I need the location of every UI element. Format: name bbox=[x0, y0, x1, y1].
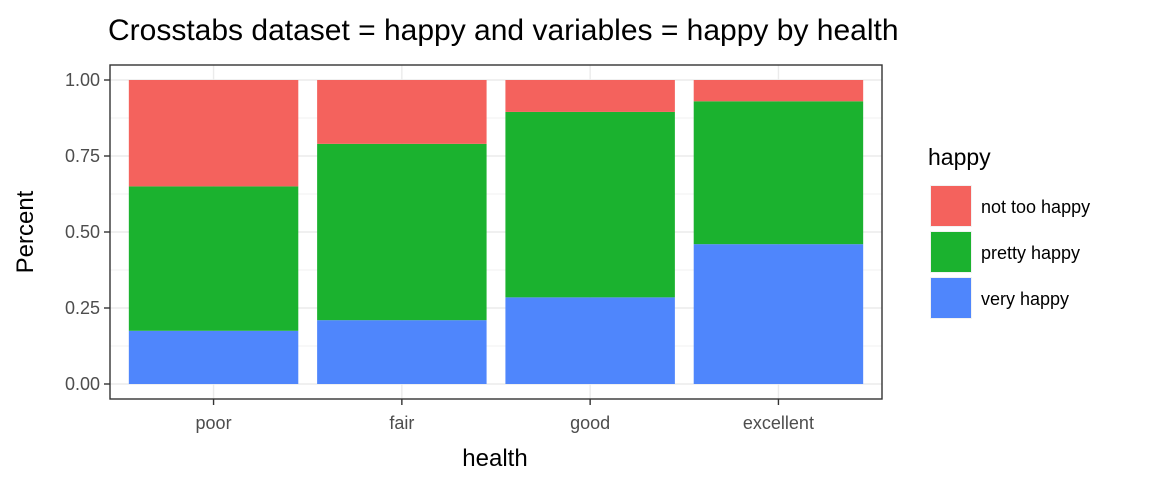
legend-label: pretty happy bbox=[981, 243, 1080, 263]
bars bbox=[128, 80, 864, 384]
bar-poor-very-happy bbox=[128, 330, 299, 384]
legend-swatch bbox=[931, 278, 971, 318]
legend-label: not too happy bbox=[981, 197, 1090, 217]
x-axis-title: health bbox=[462, 445, 527, 472]
bar-good-pretty-happy bbox=[505, 111, 675, 298]
bar-good-not-too-happy bbox=[505, 80, 675, 112]
bar-poor-not-too-happy bbox=[128, 80, 299, 187]
x-tick-label: poor bbox=[196, 413, 232, 433]
y-axis-title: Percent bbox=[12, 190, 39, 273]
y-tick-label: 0.50 bbox=[65, 222, 100, 242]
legend-swatch bbox=[931, 186, 971, 226]
bar-excellent-not-too-happy bbox=[693, 80, 864, 102]
x-tick-label: fair bbox=[389, 413, 414, 433]
legend-label: very happy bbox=[981, 289, 1069, 309]
y-tick-label: 0.00 bbox=[65, 374, 100, 394]
y-tick-label: 1.00 bbox=[65, 70, 100, 90]
x-tick-label: good bbox=[570, 413, 610, 433]
x-tick-label: excellent bbox=[743, 413, 814, 433]
y-tick-label: 0.25 bbox=[65, 298, 100, 318]
bar-fair-very-happy bbox=[317, 320, 487, 384]
x-axis: poor fair good excellent bbox=[196, 399, 814, 433]
bar-excellent-very-happy bbox=[693, 244, 864, 384]
bar-good-very-happy bbox=[505, 297, 675, 384]
chart-title: Crosstabs dataset = happy and variables … bbox=[108, 14, 899, 47]
bar-excellent-pretty-happy bbox=[693, 101, 864, 245]
legend: happy not too happy pretty happy very happ… bbox=[928, 144, 1090, 319]
bar-poor-pretty-happy bbox=[128, 186, 299, 331]
legend-title: happy bbox=[928, 144, 991, 170]
y-tick-label: 0.75 bbox=[65, 146, 100, 166]
bar-fair-not-too-happy bbox=[317, 80, 487, 144]
bar-fair-pretty-happy bbox=[317, 143, 487, 321]
y-axis: 0.00 0.25 0.50 0.75 1.00 bbox=[65, 70, 110, 394]
legend-swatch bbox=[931, 232, 971, 272]
